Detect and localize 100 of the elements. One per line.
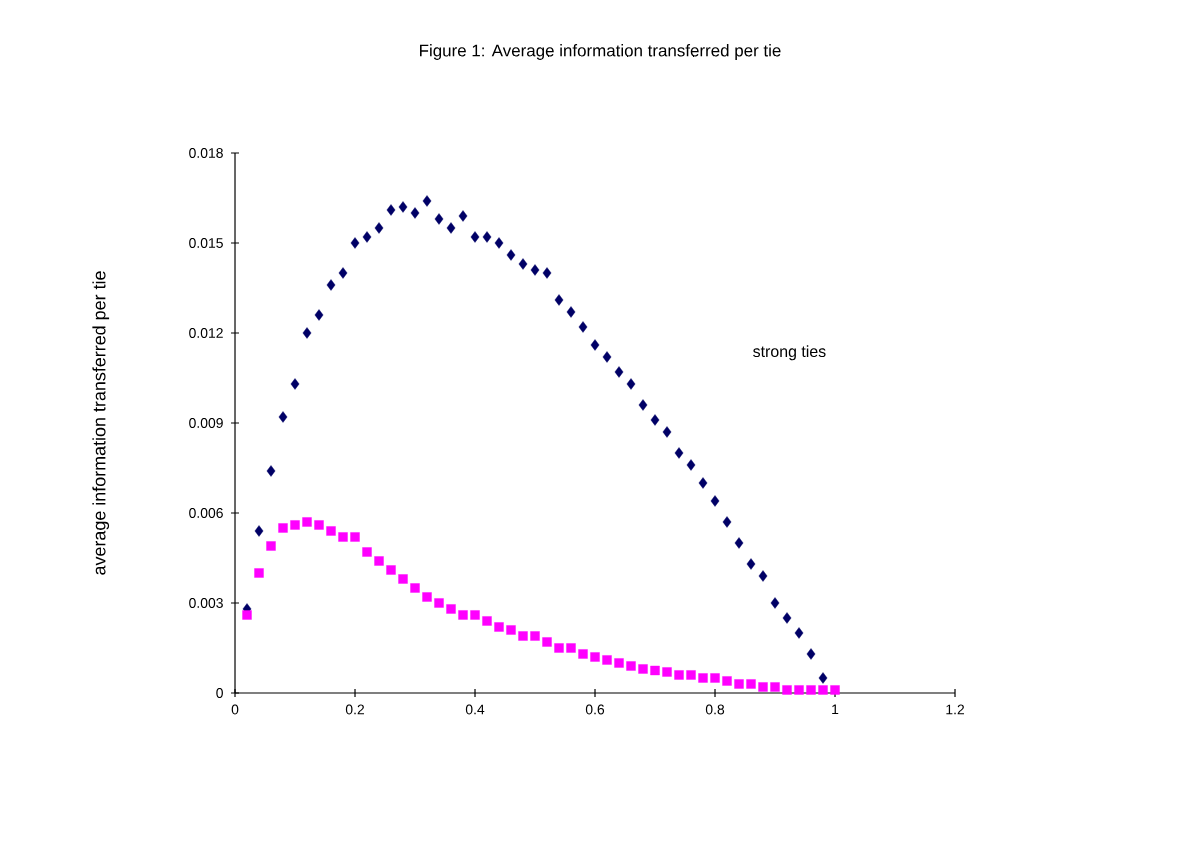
point [638,399,648,411]
y-tick-label: 0.015 [189,238,223,248]
point [806,648,816,660]
y-tick-label: 0.012 [189,328,223,338]
point [242,610,252,620]
point [734,537,744,549]
point [638,664,648,674]
point [338,532,348,542]
point [422,195,432,207]
point [374,222,384,234]
point [482,231,492,243]
point [590,339,600,351]
point [770,682,780,692]
point [518,258,528,270]
point [470,231,480,243]
point [314,520,324,530]
point [542,267,552,279]
point [722,516,732,528]
x-tick-label: 0.6 [585,704,605,715]
point [602,655,612,665]
point [710,495,720,507]
point [386,565,396,575]
point [398,574,408,584]
chart-title: Figure 1: Average information transferred per tie [420,44,781,60]
point [554,643,564,653]
point [290,378,300,390]
point [614,366,624,378]
point [758,570,768,582]
x-tick-label: 0.4 [465,704,485,715]
point [746,679,756,689]
point [482,616,492,626]
point [806,685,816,695]
point [566,643,576,653]
point [278,411,288,423]
point [314,309,324,321]
x-tick-label: 0 [231,704,239,715]
point [662,426,672,438]
y-tick-label: 0.006 [189,508,223,518]
point [254,568,264,578]
point [446,222,456,234]
point [266,465,276,477]
point [626,378,636,390]
point [518,631,528,641]
y-tick-label: 0 [216,688,223,698]
point [302,517,312,527]
point [794,685,804,695]
point [698,673,708,683]
annotation: strong ties [753,345,826,361]
point [674,447,684,459]
point [662,667,672,677]
point [338,267,348,279]
point [326,526,336,536]
point [770,597,780,609]
point [410,583,420,593]
point [674,670,684,680]
point [374,556,384,566]
point [686,459,696,471]
point [590,652,600,662]
point [278,523,288,533]
point [326,279,336,291]
point [722,676,732,686]
point [794,627,804,639]
point [422,592,432,602]
point [494,622,504,632]
point [554,294,564,306]
point [686,670,696,680]
point [746,558,756,570]
point [494,237,504,249]
point [830,685,840,695]
point [434,598,444,608]
point [458,610,468,620]
point [398,201,408,213]
y-tick-label: 0.009 [189,418,223,428]
point [350,237,360,249]
point [818,685,828,695]
y-axis-title: average information transferred per tie [92,271,110,575]
point [566,306,576,318]
point [698,477,708,489]
y-tick-label: 0.003 [189,598,223,608]
point [506,249,516,261]
point [446,604,456,614]
point [506,625,516,635]
point [626,661,636,671]
x-tick-label: 0.8 [705,704,725,715]
point [614,658,624,668]
point [254,525,264,537]
point [386,204,396,216]
point [782,612,792,624]
point [578,321,588,333]
point [470,610,480,620]
point [818,672,828,684]
point [758,682,768,692]
x-tick-label: 1.2 [946,704,965,715]
point [710,673,720,683]
point [650,665,660,676]
x-tick-label: 1 [832,704,839,715]
point [290,520,300,530]
y-tick-label: 0.018 [189,148,223,158]
point [266,541,276,551]
point [650,414,660,426]
